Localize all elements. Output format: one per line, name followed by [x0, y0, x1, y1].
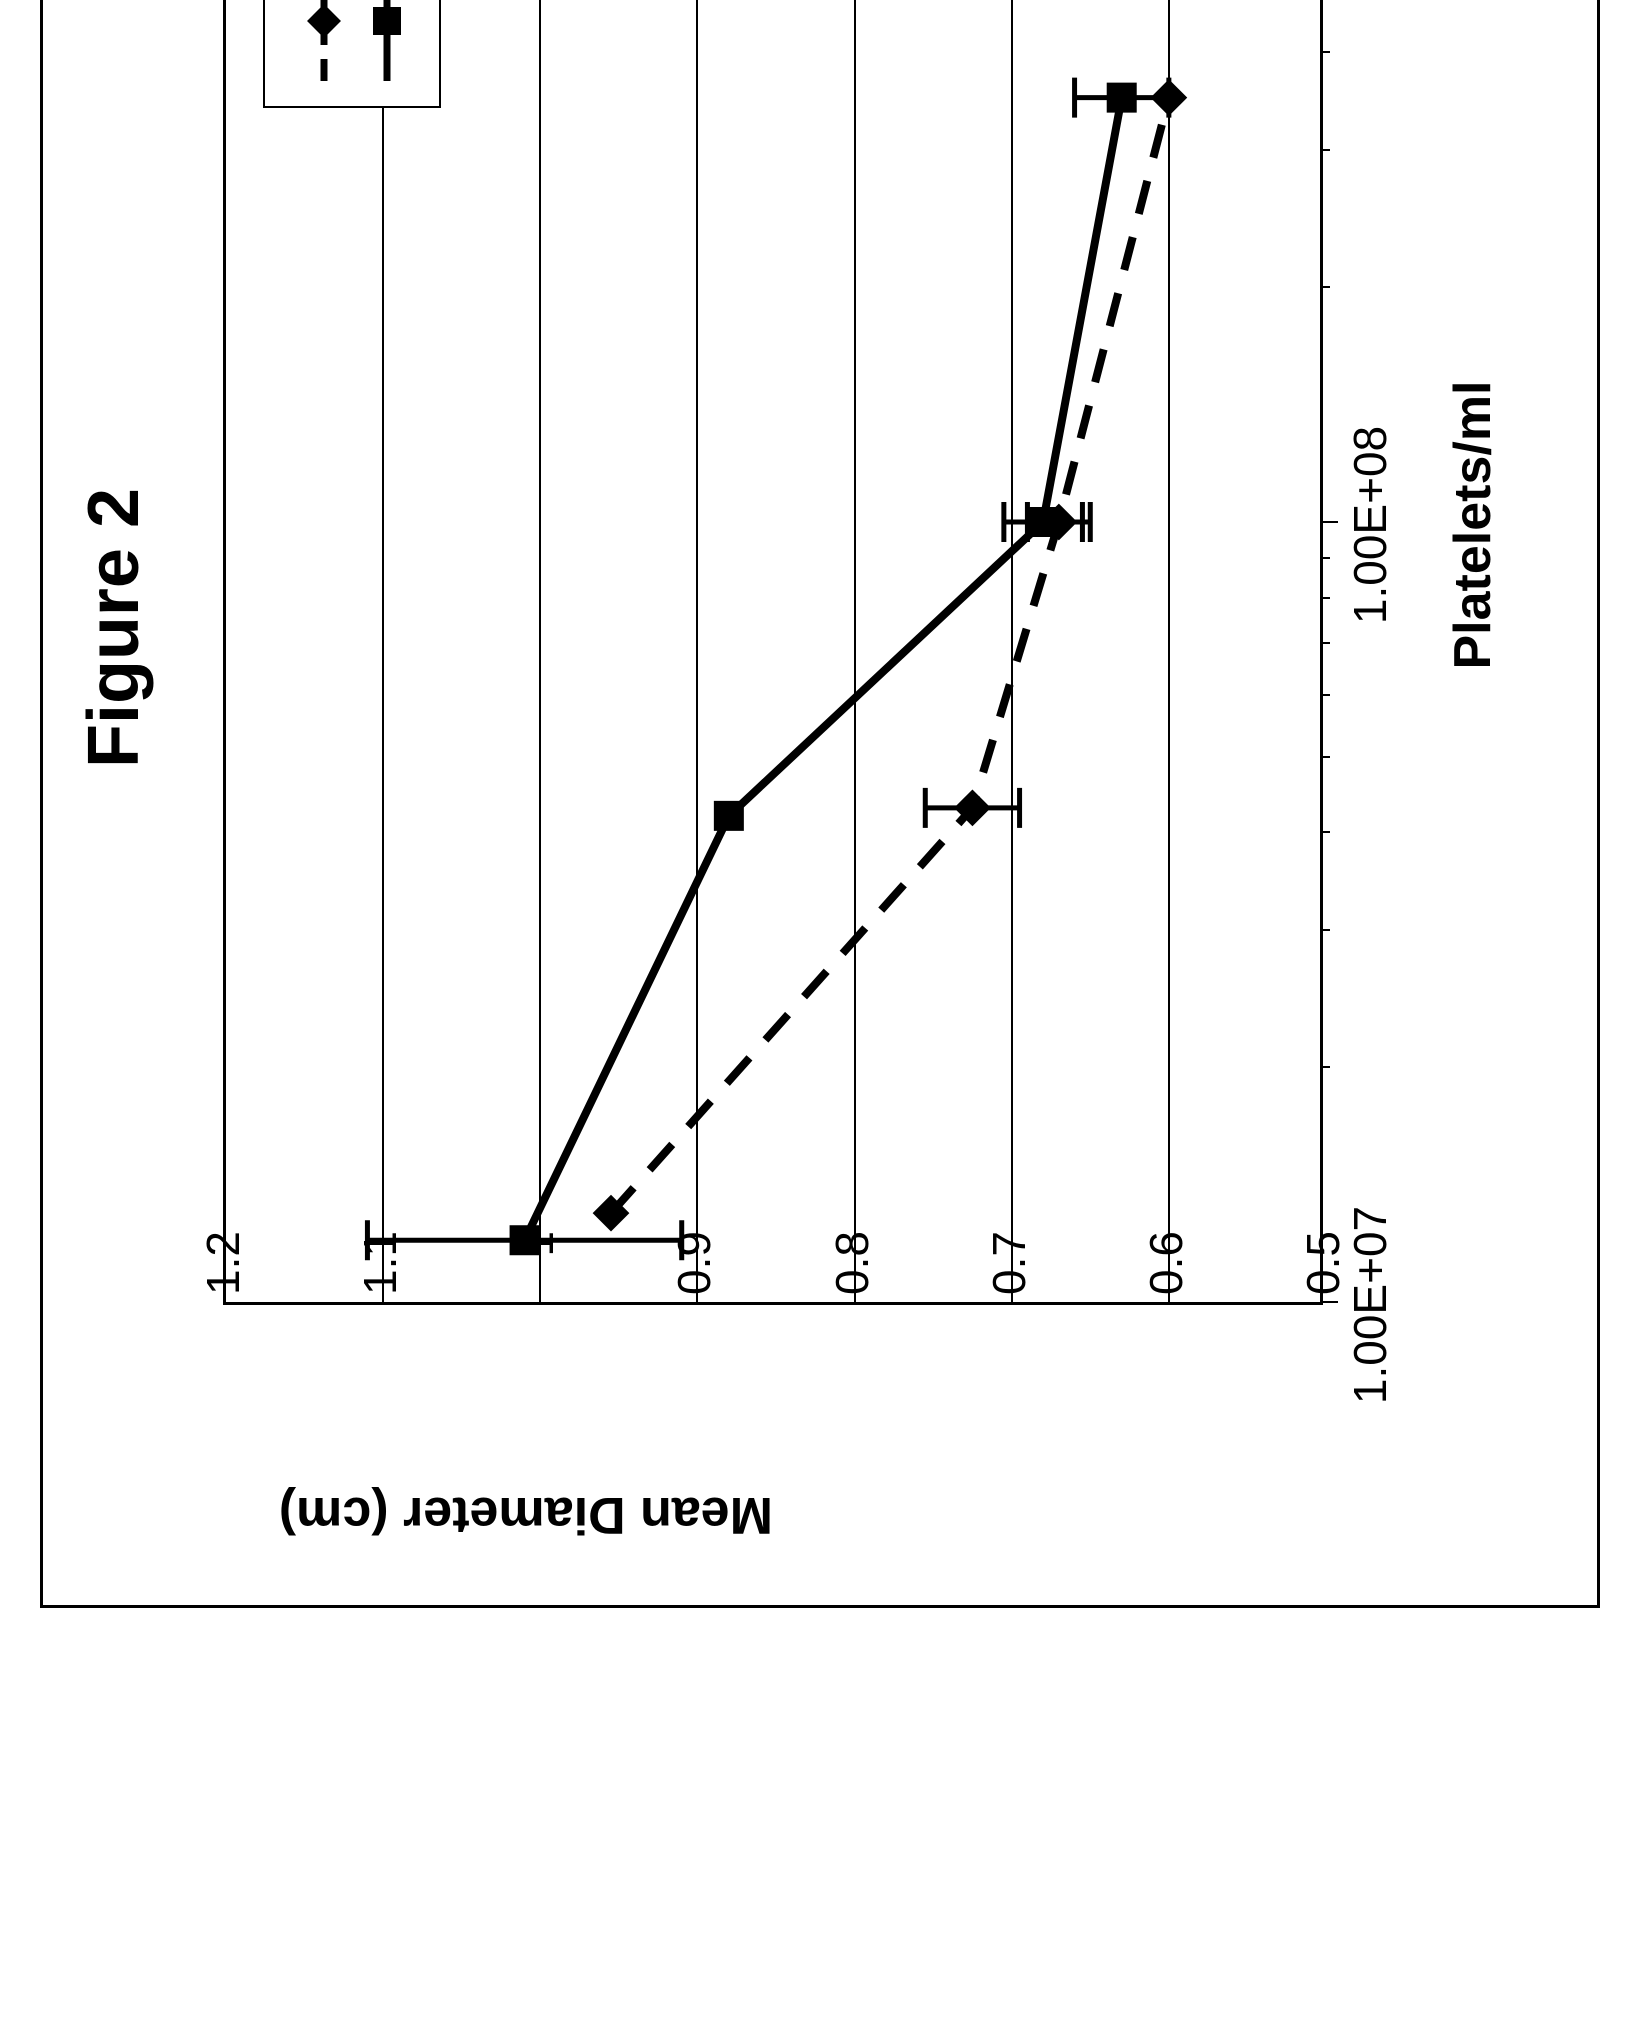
x-tick-minor: [1320, 929, 1330, 931]
series-line-fresh: [525, 98, 1122, 1241]
y-tick-label: 1: [510, 1231, 564, 1351]
x-tick-minor: [1320, 694, 1330, 696]
x-tick-label: 1.00E+08: [1343, 426, 1397, 624]
figure-title: Figure 2: [73, 488, 155, 768]
y-axis-label: Mean Diameter (cm): [279, 1485, 773, 1545]
y-tick-label: 0.6: [1139, 1231, 1193, 1351]
grid-line: [1168, 0, 1170, 1302]
figure-container: Figure 2 Mean Diameter (cm) Platelets/ml…: [0, 0, 1638, 1638]
plot-area: [223, 0, 1323, 1305]
y-tick-label: 1.2: [196, 1231, 250, 1351]
grid-line: [1011, 0, 1013, 1302]
chart-svg: [226, 0, 1320, 1302]
marker-square: [714, 801, 744, 831]
legend-marker-fresh: [364, 0, 404, 81]
x-tick-minor: [1320, 642, 1330, 644]
legend: FDP Fresh: [263, 0, 441, 108]
y-tick-label: 0.9: [667, 1231, 721, 1351]
x-axis-label: Platelets/ml: [1443, 380, 1503, 669]
y-tick-label: 1.1: [353, 1231, 407, 1351]
series-line-fdp: [611, 98, 1169, 1214]
y-tick-label: 0.5: [1296, 1231, 1350, 1351]
x-tick-minor: [1320, 149, 1330, 151]
legend-row-fresh: Fresh: [356, 0, 411, 81]
x-tick-minor: [1320, 557, 1330, 559]
x-tick-label: 1.00E+07: [1343, 1206, 1397, 1404]
marker-square: [1028, 507, 1058, 537]
legend-row-fdp: FDP: [293, 0, 348, 81]
x-tick: [1320, 521, 1338, 523]
grid-line: [696, 0, 698, 1302]
outer-frame: Figure 2 Mean Diameter (cm) Platelets/ml…: [40, 0, 1600, 1608]
y-tick-label: 0.7: [982, 1231, 1036, 1351]
x-tick-minor: [1320, 1066, 1330, 1068]
grid-line: [382, 0, 384, 1302]
grid-line: [854, 0, 856, 1302]
x-tick-minor: [1320, 831, 1330, 833]
x-tick-minor: [1320, 286, 1330, 288]
x-tick-minor: [1320, 597, 1330, 599]
marker-square: [1107, 83, 1137, 113]
legend-marker-fdp: [301, 0, 341, 81]
x-tick-minor: [1320, 51, 1330, 53]
x-tick-minor: [1320, 756, 1330, 758]
y-tick-label: 0.8: [825, 1231, 879, 1351]
grid-line: [539, 0, 541, 1302]
